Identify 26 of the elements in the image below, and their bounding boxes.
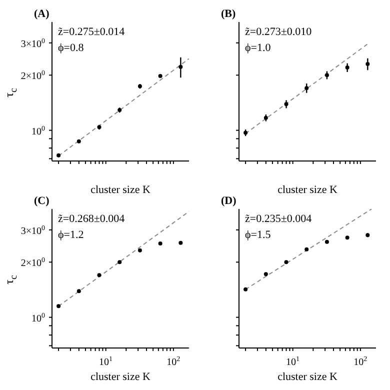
- x-tick-label: 10$^{2}$: [166, 355, 181, 368]
- x-axis-title: cluster size K: [90, 184, 150, 196]
- y-tick-label: 10$^{0}$: [32, 124, 46, 138]
- annotation: ϕ=1.2: [58, 229, 84, 241]
- chart-title: (C): [34, 195, 50, 207]
- annotation: z̃=0.273±0.010: [245, 26, 312, 38]
- x-tick-label: 10$^{1}$: [286, 355, 300, 368]
- x-tick-label: 10$^{1}$: [99, 355, 114, 368]
- annotation: z̃=0.275±0.014: [58, 26, 125, 38]
- annotation: ϕ=1.0: [245, 42, 271, 54]
- y-tick-label: 2×10$^{0}$: [20, 256, 46, 270]
- x-axis-title: cluster size K: [278, 184, 338, 196]
- x-axis-title: cluster size K: [90, 371, 150, 383]
- chart-title: (D): [221, 195, 236, 207]
- annotation: z̃=0.235±0.004: [245, 213, 312, 225]
- chart-title: (A): [34, 8, 50, 20]
- annotation: ϕ=0.8: [58, 42, 84, 54]
- y-tick-label: 2×10$^{0}$: [20, 69, 46, 82]
- y-tick-label: 3×10$^{0}$: [20, 224, 46, 237]
- annotation: ϕ=1.5: [245, 229, 271, 241]
- y-tick-label: 3×10$^{0}$: [20, 36, 46, 50]
- x-axis-title: cluster size K: [278, 371, 338, 383]
- y-tick-label: 10$^{0}$: [32, 311, 46, 324]
- chart-title: (B): [221, 8, 236, 20]
- x-tick-label: 10$^{2}$: [354, 355, 368, 368]
- annotation: z̃=0.268±0.004: [58, 213, 125, 225]
